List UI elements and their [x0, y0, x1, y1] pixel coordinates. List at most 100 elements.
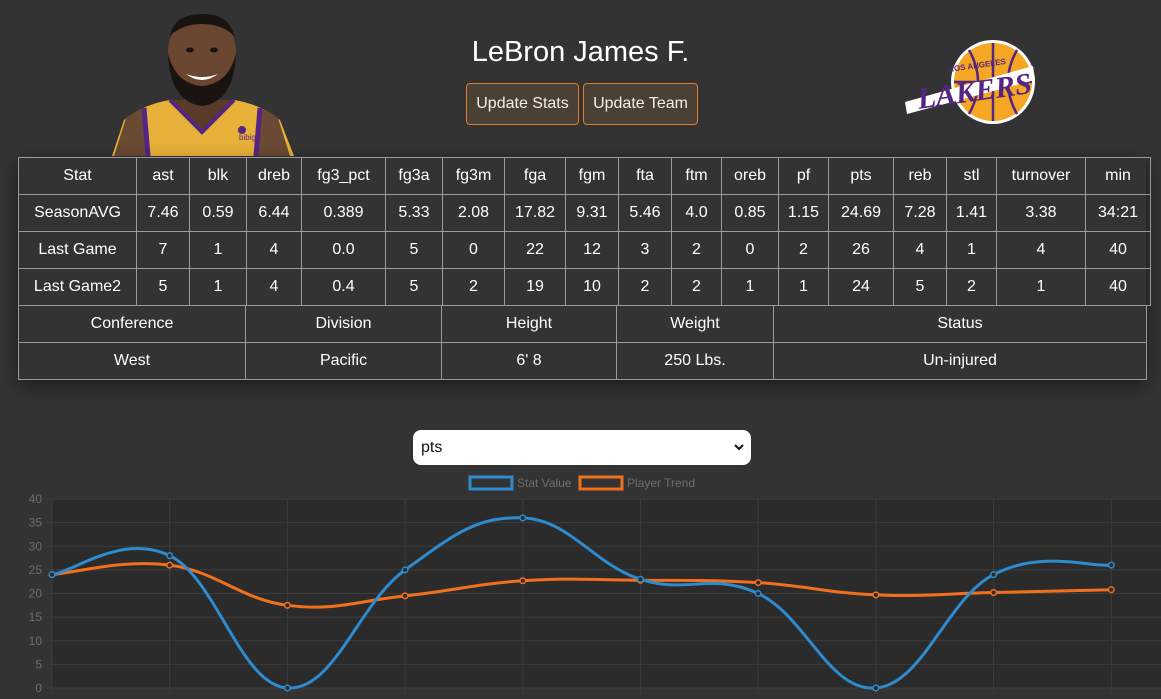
update-stats-button[interactable]: Update Stats [466, 83, 579, 125]
data-point-stat-value[interactable] [401, 566, 409, 574]
series-line-player-trend [51, 562, 1112, 609]
data-point-stat-value[interactable] [1107, 561, 1115, 569]
y-tick-label: 40 [29, 492, 43, 506]
stats-cell: 1 [946, 231, 997, 269]
stats-header-cell: fg3a [385, 157, 443, 195]
stats-cell: 3 [618, 231, 672, 269]
stats-row: Last Game 7 1 4 0.0 5 0 22 12 3 2 0 2 26 4 1 4 40 [18, 231, 1151, 269]
stats-cell: 5.33 [385, 194, 443, 232]
data-point-stat-value[interactable] [519, 514, 527, 522]
data-point-player-trend[interactable] [754, 579, 762, 587]
stats-cell: 24.69 [828, 194, 894, 232]
stats-header-cell: fg3_pct [301, 157, 386, 195]
stats-cell: 1.15 [778, 194, 829, 232]
team-logo: LAKERS LOS ANGELES [897, 36, 1039, 128]
player-photo: bibigo [104, 8, 300, 156]
stats-cell: 2 [671, 268, 722, 306]
stats-cell: 2 [442, 268, 505, 306]
legend-swatch[interactable] [578, 475, 624, 491]
stats-cell: 2 [618, 268, 672, 306]
stats-header-cell: oreb [721, 157, 779, 195]
stats-cell: 4 [996, 231, 1086, 269]
info-value-conference: West [18, 342, 246, 380]
data-point-stat-value[interactable] [636, 575, 645, 583]
stats-cell: 19 [504, 268, 566, 306]
legend-label[interactable]: Stat Value [517, 476, 572, 490]
stats-cell: 0.85 [721, 194, 779, 232]
data-point-player-trend[interactable] [872, 591, 880, 599]
data-point-player-trend[interactable] [990, 589, 998, 597]
stats-cell: 5.46 [618, 194, 672, 232]
stats-header-cell: pf [778, 157, 829, 195]
data-point-player-trend[interactable] [166, 561, 174, 569]
stats-cell: 12 [565, 231, 619, 269]
stats-cell: 26 [828, 231, 894, 269]
y-tick-label: 10 [29, 634, 43, 648]
data-point-player-trend[interactable] [1107, 586, 1115, 594]
stats-cell: 0.389 [301, 194, 386, 232]
stats-header-cell: min [1085, 157, 1151, 195]
stats-row: Last Game2 5 1 4 0.4 5 2 19 10 2 2 1 1 24 5 2 1 40 [18, 268, 1151, 306]
data-point-player-trend[interactable] [283, 601, 291, 609]
stats-cell: 5 [385, 268, 443, 306]
stats-cell: 0.0 [301, 231, 386, 269]
stats-header-row: Stat ast blk dreb fg3_pct fg3a fg3m fga fgm fta ft… [18, 157, 1151, 195]
update-team-button[interactable]: Update Team [583, 83, 698, 125]
stats-cell: 0 [721, 231, 779, 269]
stats-cell: 7.28 [893, 194, 947, 232]
stats-row: SeasonAVG 7.46 0.59 6.44 0.389 5.33 2.08 17.82 9… [18, 194, 1151, 232]
stats-cell: 0 [442, 231, 505, 269]
info-value-status: Un-injured [773, 342, 1147, 380]
stats-cell: 4.0 [671, 194, 722, 232]
stats-header-cell: reb [893, 157, 947, 195]
stats-cell: 7.46 [136, 194, 190, 232]
stats-header-cell: ftm [671, 157, 722, 195]
stats-cell: 40 [1085, 231, 1151, 269]
info-value-row: West Pacific 6' 8 250 Lbs. Un-injured [18, 342, 1147, 380]
stat-select-wrapper: pts [413, 430, 751, 465]
stats-cell: 5 [893, 268, 947, 306]
stats-header-cell: fg3m [442, 157, 505, 195]
data-point-stat-value[interactable] [872, 684, 880, 692]
info-header-conference: Conference [18, 306, 246, 343]
stats-cell: 40 [1085, 268, 1151, 306]
legend-swatch[interactable] [468, 475, 514, 491]
legend-label[interactable]: Player Trend [627, 476, 695, 490]
info-header-height: Height [441, 306, 617, 343]
stat-select[interactable]: pts [413, 430, 751, 465]
data-point-player-trend[interactable] [401, 592, 409, 600]
stat-trend-chart: 0 5 10 15 20 25 30 35 40 Stat Value Player Trend [29, 475, 1161, 695]
stats-cell: 6.44 [246, 194, 302, 232]
data-point-player-trend[interactable] [519, 577, 527, 585]
stats-header-cell: Stat [18, 157, 137, 195]
stats-header-cell: fta [618, 157, 672, 195]
data-point-stat-value[interactable] [754, 589, 762, 598]
stats-cell: 1 [189, 268, 247, 306]
stats-cell: 1 [721, 268, 779, 306]
y-tick-label: 25 [29, 563, 43, 577]
stats-table-container: Stat ast blk dreb fg3_pct fg3a fg3m fga fgm fta ft… [18, 157, 1151, 380]
y-tick-label: 20 [29, 587, 43, 601]
data-point-stat-value[interactable] [166, 552, 174, 560]
info-header-row: Conference Division Height Weight Status [18, 306, 1147, 343]
stats-cell: Last Game [18, 231, 137, 269]
jersey-sponsor-text: bibigo [239, 133, 261, 142]
stats-cell: 7 [136, 231, 190, 269]
stats-header-cell: blk [189, 157, 247, 195]
stats-cell: 22 [504, 231, 566, 269]
stats-header-cell: dreb [246, 157, 302, 195]
info-header-status: Status [773, 306, 1147, 343]
y-tick-label: 35 [29, 516, 43, 530]
data-point-stat-value[interactable] [48, 571, 56, 579]
stats-cell: 1 [996, 268, 1086, 306]
stats-cell: 5 [385, 231, 443, 269]
stats-cell: 24 [828, 268, 894, 306]
stats-cell: 4 [246, 268, 302, 306]
stats-header-cell: fga [504, 157, 566, 195]
stats-cell: 0.59 [189, 194, 247, 232]
data-point-stat-value[interactable] [990, 571, 998, 579]
info-header-division: Division [245, 306, 442, 343]
data-point-stat-value[interactable] [283, 684, 291, 692]
y-tick-label: 30 [29, 539, 43, 553]
